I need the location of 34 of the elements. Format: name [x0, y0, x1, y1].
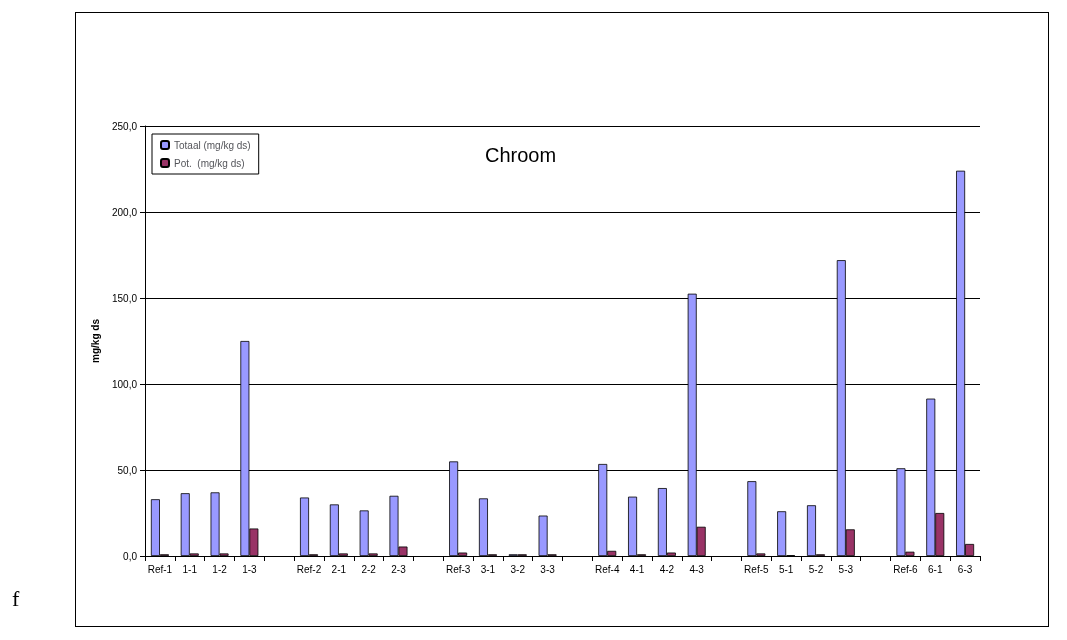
y-tick-label: 150,0	[111, 292, 138, 304]
x-tick-label: Ref-6	[893, 563, 919, 575]
y-tick-label: 50,0	[117, 464, 138, 476]
x-tick-label: Ref-4	[595, 563, 620, 575]
x-tick-label: Ref-3	[445, 563, 471, 575]
y-axis-title: mg/kg ds	[89, 318, 101, 363]
text: Chroom	[485, 144, 557, 166]
x-tick-label: 6-3	[957, 563, 973, 575]
x-tick-label: 5-1	[778, 563, 794, 575]
x-tick-label: 5-2	[808, 563, 824, 575]
x-tick-label: 2-3	[391, 563, 407, 575]
legend-label: Totaal (mg/kg ds)	[174, 139, 251, 151]
y-tick-label: 250,0	[111, 120, 138, 132]
x-tick-label: 4-2	[659, 563, 675, 575]
x-tick-label: 3-1	[480, 563, 496, 575]
x-tick-label: 1-2	[212, 563, 228, 575]
x-tick-label: 3-2	[510, 563, 526, 575]
x-tick-label: 4-1	[629, 563, 645, 575]
x-tick-label: Ref-5	[744, 563, 769, 575]
x-tick-label: Ref-1	[147, 563, 173, 575]
x-tick-label: 1-3	[242, 563, 258, 575]
y-tick-label: 0,0	[123, 550, 138, 562]
x-tick-label: Ref-2	[296, 563, 322, 575]
y-tick-label: 100,0	[111, 378, 138, 390]
x-tick-label: 1-1	[182, 563, 198, 575]
x-tick-label: 2-1	[331, 563, 347, 575]
legend-label: Pot. (mg/kg ds)	[174, 157, 245, 169]
x-tick-label: 4-3	[689, 563, 705, 575]
y-tick-label: 200,0	[111, 206, 138, 218]
x-tick-label: 6-1	[928, 563, 943, 575]
x-tick-label: 5-3	[838, 563, 854, 575]
text: f	[12, 586, 20, 612]
x-tick-label: 3-3	[540, 563, 556, 575]
x-tick-label: 2-2	[361, 563, 377, 575]
